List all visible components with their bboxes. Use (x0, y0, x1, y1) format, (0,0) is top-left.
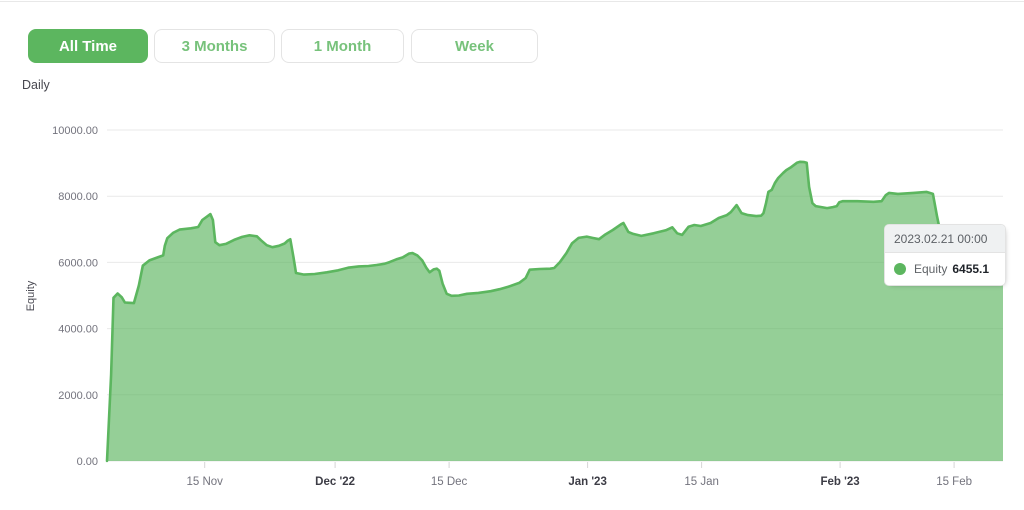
filter-1-month-button[interactable]: 1 Month (281, 29, 404, 63)
y-axis-tick-label: 6000.00 (58, 257, 98, 269)
tooltip-date: 2023.02.21 00:00 (885, 225, 1005, 253)
y-axis-tick-label: 10000.00 (52, 125, 98, 137)
y-axis-tick-label: 0.00 (77, 456, 98, 468)
frequency-label: Daily (22, 78, 50, 92)
chart-tooltip: 2023.02.21 00:00 Equity 6455.1 (884, 224, 1006, 286)
x-axis-tick-label: 15 Nov (186, 476, 223, 488)
filter-all-time-button[interactable]: All Time (28, 29, 148, 63)
equity-area (107, 161, 1003, 462)
y-axis-tick-label: 8000.00 (58, 191, 98, 203)
x-axis-tick-label: 15 Feb (936, 476, 972, 488)
panel-top-border (0, 1, 1024, 2)
y-axis-title: Equity (25, 280, 37, 311)
tooltip-body: Equity 6455.1 (885, 253, 1005, 285)
x-axis-tick-label: Jan '23 (568, 476, 607, 488)
time-range-filters: All Time 3 Months 1 Month Week (28, 29, 538, 63)
filter-week-button[interactable]: Week (411, 29, 538, 63)
equity-line (105, 160, 1005, 463)
y-axis-tick-label: 2000.00 (58, 390, 98, 402)
x-axis-tick-label: 15 Jan (684, 476, 719, 488)
x-axis-tick-label: Feb '23 (821, 476, 860, 488)
series-dot-icon (894, 263, 906, 275)
y-axis-tick-label: 4000.00 (58, 324, 98, 336)
x-axis-tick-label: Dec '22 (315, 476, 355, 488)
x-axis-tick-label: 15 Dec (431, 476, 468, 488)
filter-3-months-button[interactable]: 3 Months (154, 29, 275, 63)
tooltip-series-label: Equity (914, 262, 948, 276)
tooltip-series-value: 6455.1 (952, 262, 990, 276)
